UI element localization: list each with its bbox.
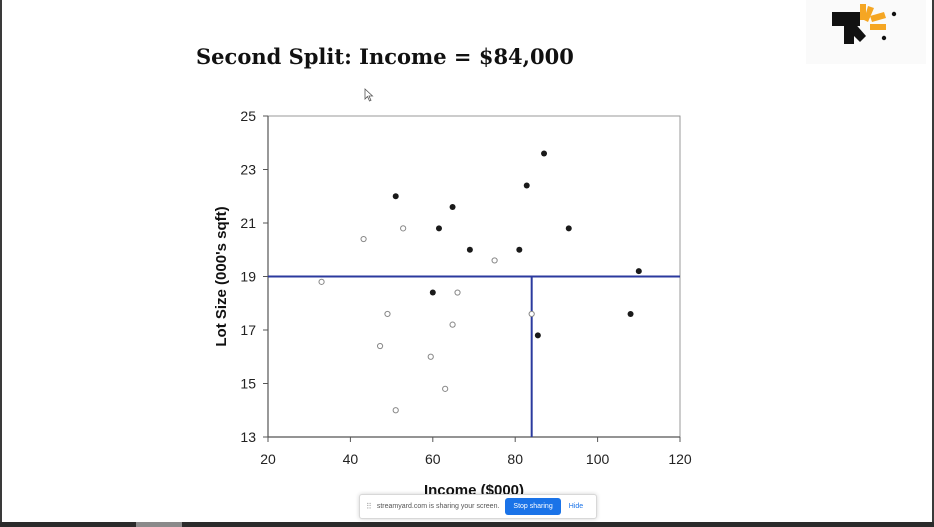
screen-share-bar: ⠿ streamyard.com is sharing your screen.… <box>359 494 597 519</box>
slide-title: Second Split: Income = $84,000 <box>196 44 574 69</box>
hollow-data-point <box>384 310 391 318</box>
data-points <box>318 150 642 414</box>
share-message: streamyard.com is sharing your screen. <box>376 503 500 510</box>
x-tick-label: 80 <box>507 451 523 467</box>
y-tick-label: 17 <box>240 322 256 338</box>
x-tick-label: 60 <box>425 451 441 467</box>
y-axis-label: Lot Size (000's sqft) <box>213 206 230 346</box>
hollow-data-point <box>392 407 399 414</box>
hollow-data-point <box>427 353 434 360</box>
y-axis-ticks: 13 15 17 19 21 23 25 <box>240 108 268 445</box>
y-tick-label: 19 <box>240 269 256 285</box>
filled-data-point <box>429 289 436 296</box>
filled-data-point <box>541 150 548 157</box>
hollow-data-point <box>376 342 384 350</box>
filled-data-point <box>523 182 530 189</box>
filled-data-point <box>627 310 634 317</box>
hollow-data-point <box>360 235 367 243</box>
y-tick-label: 21 <box>240 215 256 231</box>
filled-data-point <box>516 246 523 253</box>
hollow-data-point <box>442 385 449 392</box>
x-tick-label: 120 <box>668 451 692 467</box>
x-tick-label: 20 <box>260 451 276 467</box>
drag-handle-icon[interactable]: ⠿ <box>366 502 372 511</box>
filled-data-point <box>635 268 642 275</box>
hide-button[interactable]: Hide <box>568 503 584 510</box>
y-tick-label: 15 <box>240 376 256 392</box>
window-frame-left <box>0 0 2 527</box>
x-axis-ticks: 20 40 60 80 100 120 <box>260 437 692 467</box>
split-lines <box>268 275 680 437</box>
hollow-data-point <box>491 257 498 264</box>
filled-data-point <box>534 332 541 339</box>
hollow-data-point <box>318 278 325 285</box>
y-tick-label: 25 <box>240 108 256 124</box>
filled-data-point <box>449 203 456 210</box>
hollow-data-point <box>454 289 461 296</box>
taskbar <box>0 522 934 527</box>
x-tick-label: 100 <box>586 451 610 467</box>
brand-logo-icon <box>832 4 897 44</box>
hollow-data-point <box>449 321 456 328</box>
window-frame-right <box>932 0 934 527</box>
filled-data-point <box>565 225 572 232</box>
hollow-data-point <box>528 310 535 318</box>
filled-data-point <box>466 246 473 253</box>
x-tick-label: 40 <box>343 451 359 467</box>
y-tick-label: 23 <box>240 162 256 178</box>
y-tick-label: 13 <box>240 429 256 445</box>
mouse-cursor-icon <box>364 88 374 102</box>
filled-data-point <box>392 193 399 200</box>
filled-data-point <box>435 225 442 232</box>
hollow-data-point <box>400 225 407 232</box>
stop-sharing-button[interactable]: Stop sharing <box>505 498 561 515</box>
